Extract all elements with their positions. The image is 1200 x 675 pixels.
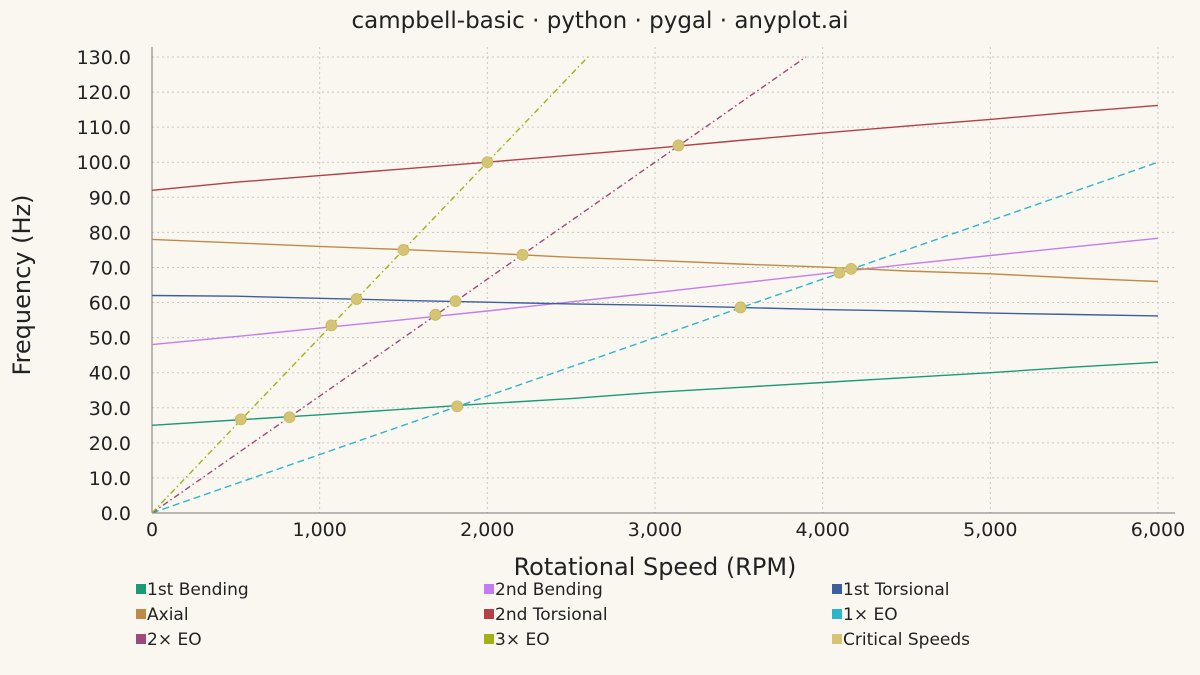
y-tick-label: 20.0: [89, 433, 131, 455]
legend: 1st Bending 2nd Bending 1st Torsional Axial…: [136, 580, 970, 650]
x-axis-title: Rotational Speed (RPM): [514, 553, 797, 581]
legend-label: Critical Speeds: [843, 630, 970, 650]
critical-speed-point: [429, 308, 442, 321]
chart-title: campbell-basic · python · pygal · anyplo…: [352, 8, 849, 34]
critical-speed-point: [845, 262, 858, 275]
series-line-axial: [151, 238, 1159, 283]
y-tick-label: 120.0: [77, 82, 131, 104]
series-line-1st-bending: [151, 361, 1159, 426]
axes: 0.0 10.0 20.0 30.0 40.0 50.0 60.0 70.0 80.0 90.0 1…: [77, 47, 1185, 541]
critical-speed-point: [481, 156, 494, 169]
legend-swatch: [832, 584, 842, 594]
grid-lines: [152, 47, 1175, 513]
critical-speed-point: [397, 244, 410, 256]
critical-speed-point: [325, 319, 338, 332]
legend-label: 1st Torsional: [843, 580, 950, 600]
critical-speed-point: [451, 400, 464, 413]
y-axis-title: Frequency (Hz): [8, 195, 36, 376]
critical-speed-point: [283, 411, 296, 424]
legend-swatch: [832, 634, 842, 644]
x-tick-label: 0: [146, 519, 158, 541]
legend-label: 2nd Bending: [495, 580, 603, 600]
series-line-1x-eo: [151, 161, 1159, 514]
legend-swatch: [136, 584, 146, 594]
y-tick-label: 60.0: [89, 293, 131, 315]
legend-swatch: [136, 634, 146, 644]
x-tick-label: 2,000: [460, 519, 514, 541]
series-lines: [151, 56, 1159, 514]
critical-speed-point: [449, 295, 462, 308]
legend-label: 2nd Torsional: [495, 605, 608, 625]
x-tick-label: 5,000: [963, 519, 1017, 541]
y-tick-label: 30.0: [89, 398, 131, 420]
x-tick-label: 3,000: [628, 519, 682, 541]
series-line-1st-torsional: [151, 294, 1159, 317]
critical-speed-point: [350, 293, 363, 305]
y-tick-label: 0.0: [101, 503, 131, 525]
critical-speed-point: [516, 248, 529, 261]
legend-swatch: [484, 584, 494, 594]
y-tick-label: 130.0: [77, 47, 131, 69]
y-tick-label: 110.0: [77, 117, 131, 139]
series-line-2x-eo: [151, 56, 807, 514]
legend-swatch: [484, 634, 494, 644]
y-tick-label: 100.0: [77, 152, 131, 174]
critical-speed-point: [833, 266, 846, 279]
critical-speed-point: [234, 413, 247, 426]
y-tick-label: 90.0: [89, 187, 131, 209]
series-line-2nd-torsional: [151, 104, 1159, 191]
legend-label: Axial: [147, 605, 189, 625]
critical-speed-point: [734, 301, 747, 314]
legend-label: 1× EO: [843, 605, 898, 625]
legend-swatch: [136, 609, 146, 619]
legend-swatch: [832, 609, 842, 619]
y-tick-label: 70.0: [89, 257, 131, 279]
x-tick-label: 4,000: [795, 519, 849, 541]
x-tick-label: 6,000: [1131, 519, 1185, 541]
legend-swatch: [484, 609, 494, 619]
y-tick-label: 50.0: [89, 328, 131, 350]
x-tick-label: 1,000: [292, 519, 346, 541]
y-tick-label: 80.0: [89, 222, 131, 244]
critical-speed-point: [672, 139, 685, 152]
legend-label: 2× EO: [147, 630, 202, 650]
critical-speed-markers: [234, 139, 858, 426]
legend-label: 3× EO: [495, 630, 550, 650]
y-tick-label: 10.0: [89, 468, 131, 490]
series-line-3x-eo: [151, 56, 589, 514]
y-tick-label: 40.0: [89, 363, 131, 385]
series-line-2nd-bending: [151, 237, 1159, 346]
legend-label: 1st Bending: [147, 580, 249, 600]
